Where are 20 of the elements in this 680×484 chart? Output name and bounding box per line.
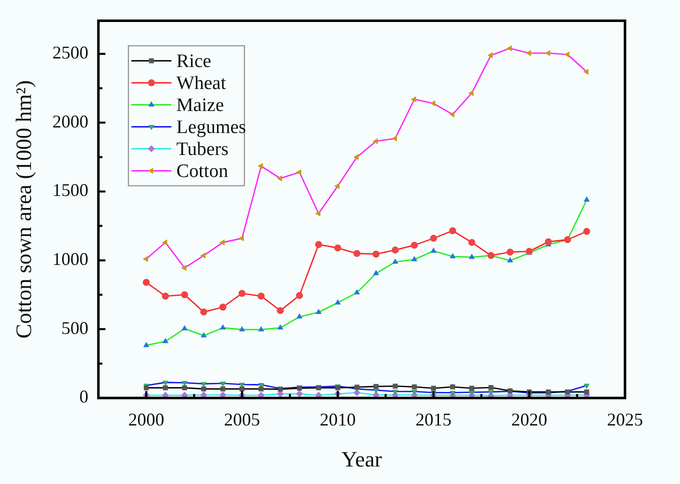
- y-axis-title: Cotton sown area (1000 hm²): [10, 80, 36, 339]
- x-tick-label: 2025: [607, 410, 643, 430]
- legend-label: Cotton: [176, 160, 229, 182]
- x-tick-label: 2015: [416, 410, 452, 430]
- y-tick-label: 1000: [52, 249, 88, 270]
- y-tick-label: 1500: [52, 180, 88, 200]
- legend-label: Wheat: [176, 72, 227, 94]
- x-axis-title: Year: [341, 446, 383, 472]
- legend-label: Tubers: [176, 138, 228, 160]
- x-tick-label: 2010: [320, 410, 356, 430]
- y-tick-label: 0: [79, 386, 88, 407]
- legend-label: Legumes: [176, 116, 246, 138]
- x-tick-label: 2000: [128, 410, 164, 430]
- x-tick-label: 2005: [224, 410, 260, 430]
- y-tick-label: 2500: [52, 42, 88, 63]
- legend-label: Rice: [176, 50, 212, 72]
- y-tick-label: 500: [61, 318, 88, 338]
- x-tick-label: 2020: [511, 410, 548, 430]
- y-tick-label: 2000: [52, 111, 88, 132]
- legend-label: Maize: [176, 94, 224, 116]
